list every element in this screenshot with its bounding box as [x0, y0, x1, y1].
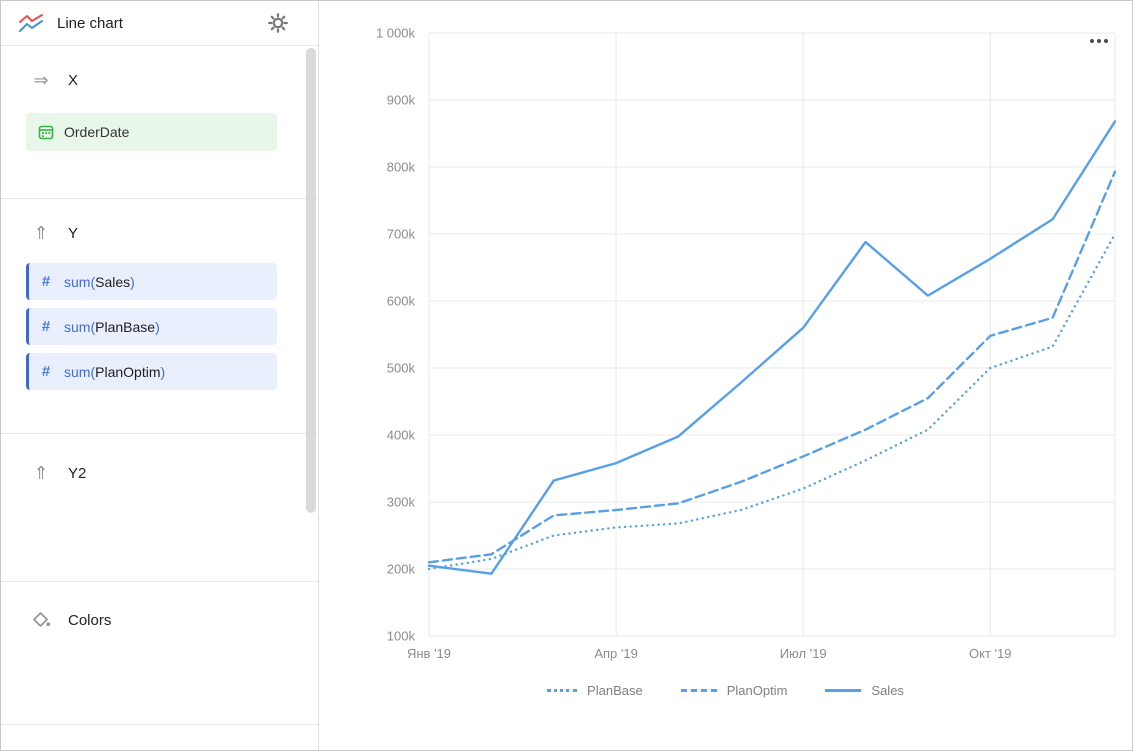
svg-text:700k: 700k	[387, 227, 416, 242]
x-axis-label-row: ⇒ X	[1, 68, 318, 92]
svg-text:100k: 100k	[387, 629, 416, 644]
field-chip-sum-planbase[interactable]: # sum(PlanBase)	[26, 308, 277, 345]
section-x-axis: ⇒ X OrderDate	[1, 68, 318, 199]
chart-type-title: Line chart	[57, 14, 123, 32]
section-y-axis: ⇑ Y # sum(Sales) # sum(PlanBase) # sum(P…	[1, 221, 318, 434]
y2-axis-label-row: ⇑ Y2	[1, 461, 318, 485]
legend-item-planbase[interactable]: PlanBase	[547, 683, 643, 698]
section-colors: Colors	[1, 608, 318, 725]
svg-text:400k: 400k	[387, 428, 416, 443]
svg-text:500k: 500k	[387, 361, 416, 376]
sidebar-header: Line chart	[1, 1, 318, 46]
chart-legend: PlanBase PlanOptim Sales	[319, 683, 1132, 698]
measure-hash-icon: #	[41, 318, 51, 335]
svg-text:900k: 900k	[387, 93, 416, 108]
field-chip-label: sum(PlanOptim)	[64, 363, 166, 380]
chart-svg[interactable]: 100k 200k 300k 400k 500k 600k 700k 800k 900k 1 00…	[319, 1, 1132, 679]
line-chart-type-icon	[18, 12, 44, 34]
section-y2-axis: ⇑ Y2	[1, 461, 318, 582]
measure-hash-icon: #	[41, 273, 51, 290]
colors-label: Colors	[68, 611, 112, 629]
measure-hash-icon: #	[41, 363, 51, 380]
y2-axis-label: Y2	[68, 464, 87, 482]
y2-axis-arrow-icon: ⇑	[33, 463, 49, 483]
x-axis-arrow-icon: ⇒	[33, 70, 49, 90]
legend-label: PlanBase	[587, 683, 643, 698]
legend-item-planoptim[interactable]: PlanOptim	[680, 683, 788, 698]
date-field-icon	[38, 124, 54, 140]
svg-text:600k: 600k	[387, 294, 416, 309]
legend-item-sales[interactable]: Sales	[825, 683, 904, 698]
dotted-line-sample-icon	[547, 689, 578, 692]
legend-label: PlanOptim	[726, 683, 788, 698]
y-axis-label-row: ⇑ Y	[1, 221, 318, 245]
chart-config-sidebar: Line chart ⇒ X	[1, 1, 319, 750]
field-chip-label: sum(Sales)	[64, 273, 135, 290]
svg-text:300k: 300k	[387, 495, 416, 510]
legend-label: Sales	[871, 683, 904, 698]
sidebar-scrollbar[interactable]	[306, 48, 316, 513]
svg-text:Окт '19: Окт '19	[969, 646, 1011, 661]
svg-text:Июл '19: Июл '19	[780, 646, 827, 661]
field-chip-orderdate[interactable]: OrderDate	[26, 113, 277, 151]
svg-text:800k: 800k	[387, 160, 416, 175]
settings-gear-icon[interactable]	[268, 13, 288, 33]
solid-line-sample-icon	[825, 689, 862, 692]
svg-text:200k: 200k	[387, 562, 416, 577]
chart-more-menu-icon[interactable]	[1086, 35, 1112, 47]
field-chip-sum-planoptim[interactable]: # sum(PlanOptim)	[26, 353, 277, 390]
field-chip-label: OrderDate	[64, 124, 130, 140]
colors-label-row: Colors	[1, 608, 318, 632]
svg-text:1 000k: 1 000k	[376, 26, 416, 41]
y-axis-label: Y	[68, 224, 79, 242]
field-chip-sum-sales[interactable]: # sum(Sales)	[26, 263, 277, 300]
y-axis-arrow-icon: ⇑	[33, 223, 49, 243]
paint-bucket-icon	[31, 611, 51, 629]
dashed-line-sample-icon	[680, 689, 717, 692]
x-axis-label: X	[68, 71, 79, 89]
chart-panel: 100k 200k 300k 400k 500k 600k 700k 800k 900k 1 00…	[319, 1, 1132, 750]
svg-text:Апр '19: Апр '19	[594, 646, 638, 661]
svg-text:Янв '19: Янв '19	[407, 646, 451, 661]
field-chip-label: sum(PlanBase)	[64, 318, 160, 335]
